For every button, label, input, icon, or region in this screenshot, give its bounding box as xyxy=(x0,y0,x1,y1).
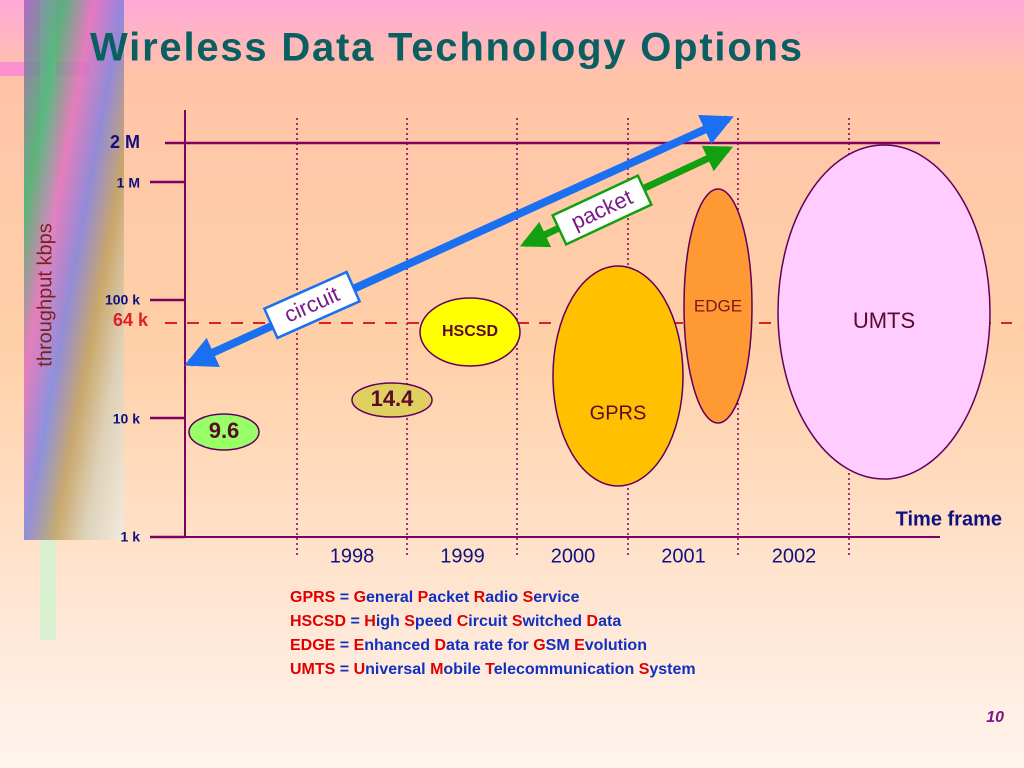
y-label: 10 k xyxy=(113,411,140,427)
technology-label: EDGE xyxy=(694,296,742,315)
legend-segment: HSCSD xyxy=(290,613,346,630)
technology-label: GPRS xyxy=(590,402,647,424)
legend-line: HSCSD = High Speed Circuit Switched Data xyxy=(290,613,621,630)
y-label: 64 k xyxy=(113,310,149,330)
legend-segment: obile xyxy=(443,661,485,678)
legend-segment: nhanced xyxy=(364,637,434,654)
title: Wireless Data Technology Options xyxy=(90,26,802,70)
legend-segment: M xyxy=(430,661,443,678)
legend-segment: = xyxy=(335,661,353,678)
technology-label: UMTS xyxy=(853,308,915,333)
legend-segment: igh xyxy=(376,613,404,630)
legend-segment: ata rate for xyxy=(446,637,533,654)
x-axis-label: Time frame xyxy=(896,508,1002,530)
y-label: 1 M xyxy=(117,175,140,191)
legend-segment: S xyxy=(512,613,523,630)
year-label: 2001 xyxy=(661,545,706,567)
legend-segment: eneral xyxy=(366,589,418,606)
technology-bubble xyxy=(351,382,433,418)
decorative-strip xyxy=(24,0,124,540)
legend-segment: SM xyxy=(546,637,574,654)
y-label: 2 M xyxy=(110,132,140,152)
technology-bubble xyxy=(188,413,260,451)
y-label: 100 k xyxy=(105,292,140,308)
legend-line: GPRS = General Packet Radio Service xyxy=(290,589,580,606)
legend-segment: = xyxy=(335,637,353,654)
legend-segment: niversal xyxy=(365,661,430,678)
legend-segment: ata xyxy=(598,613,621,630)
legend-segment: EDGE xyxy=(290,637,336,654)
legend-segment: UMTS xyxy=(290,661,336,678)
legend-line: UMTS = Universal Mobile Telecommunicatio… xyxy=(290,661,696,678)
technology-label: HSCSD xyxy=(442,323,498,340)
legend-segment: E xyxy=(354,637,365,654)
legend-segment: GPRS xyxy=(290,589,336,606)
legend-segment: P xyxy=(418,589,429,606)
legend-segment: peed xyxy=(415,613,457,630)
legend-segment: S xyxy=(404,613,415,630)
y-axis-label: throughput kbps xyxy=(34,223,56,366)
year-label: 1998 xyxy=(330,545,375,567)
legend-segment: ervice xyxy=(533,589,579,606)
year-label: 2002 xyxy=(772,545,817,567)
legend-segment: G xyxy=(533,637,545,654)
legend-segment: = xyxy=(346,613,364,630)
page-number: 10 xyxy=(986,709,1004,726)
legend-segment: ircuit xyxy=(468,613,512,630)
legend-segment: T xyxy=(485,661,495,678)
legend-segment: volution xyxy=(585,637,647,654)
legend-segment: E xyxy=(574,637,585,654)
legend-segment: acket xyxy=(428,589,473,606)
legend-segment: G xyxy=(354,589,366,606)
year-label: 2000 xyxy=(551,545,596,567)
technology-bubble xyxy=(777,144,991,480)
y-ticks xyxy=(150,180,185,539)
legend-segment: D xyxy=(587,613,599,630)
legend-segment: elecommunication xyxy=(494,661,639,678)
y-label: 1 k xyxy=(121,529,141,545)
legend-segment: U xyxy=(354,661,366,678)
technology-bubble xyxy=(552,265,684,487)
legend-segment: witched xyxy=(522,613,587,630)
legend-segment: S xyxy=(523,589,534,606)
legend-segment: D xyxy=(434,637,446,654)
year-label: 1999 xyxy=(440,545,485,567)
legend-line: EDGE = Enhanced Data rate for GSM Evolut… xyxy=(290,637,647,654)
legend-segment: H xyxy=(364,613,376,630)
legend-segment: ystem xyxy=(649,661,695,678)
legend-segment: R xyxy=(474,589,486,606)
legend-segment: C xyxy=(457,613,469,630)
technology-label: 14.4 xyxy=(371,386,415,411)
legend-segment: S xyxy=(639,661,650,678)
technology-label: 9.6 xyxy=(209,418,240,443)
legend-segment: = xyxy=(335,589,353,606)
legend-segment: adio xyxy=(485,589,522,606)
